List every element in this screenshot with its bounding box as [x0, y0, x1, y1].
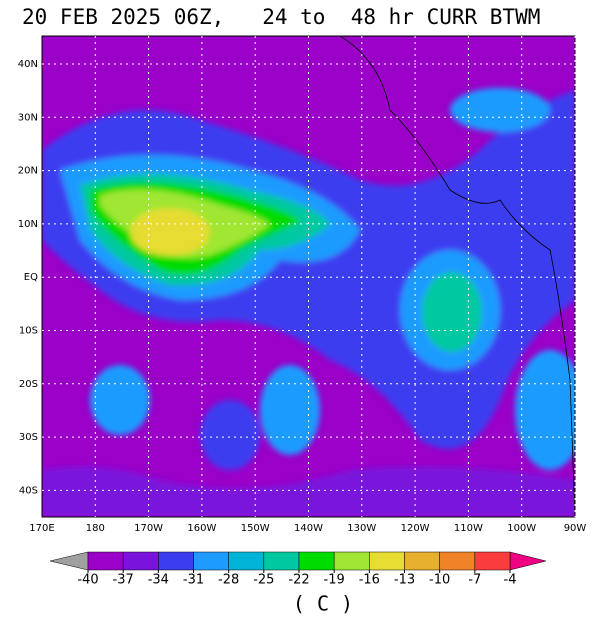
- colorbar-label: -25: [253, 573, 274, 588]
- colorbar-box: [404, 551, 440, 571]
- lat-label: 40N: [18, 59, 38, 70]
- lon-label: 180: [86, 523, 105, 534]
- lon-label: 100W: [507, 523, 536, 534]
- colorbar-label: -22: [288, 573, 309, 588]
- lon-label: 170W: [134, 523, 163, 534]
- colorbar-box: [474, 551, 511, 571]
- lat-label: 10S: [19, 326, 38, 337]
- lon-label: 130W: [347, 523, 376, 534]
- lon-label: 140W: [294, 523, 323, 534]
- colorbar-label: -10: [429, 573, 450, 588]
- colorbar-over: [509, 551, 547, 571]
- colorbar-label: -19: [324, 573, 345, 588]
- lon-label: 90W: [564, 523, 587, 534]
- colorbar-box: [439, 551, 476, 571]
- colorbar-label: -40: [77, 573, 98, 588]
- lat-label: 40S: [19, 485, 38, 496]
- colorbar-label: -28: [218, 573, 239, 588]
- colorbar-box: [193, 551, 229, 571]
- colorbar-under: [49, 551, 89, 571]
- colorbar-box: [228, 551, 265, 571]
- colorbar-label: -13: [394, 573, 415, 588]
- colorbar-box: [158, 551, 194, 571]
- colorbar-label: -34: [148, 573, 169, 588]
- colorbar-box: [369, 551, 405, 571]
- colorbar-box: [263, 551, 300, 571]
- field: [42, 36, 575, 517]
- colorbar-box: [122, 551, 159, 571]
- colorbar-box: [333, 551, 370, 571]
- colorbar-label: -7: [468, 573, 481, 588]
- lon-label: 170E: [29, 523, 54, 534]
- lon-label: 120W: [401, 523, 430, 534]
- lon-label: 110W: [454, 523, 483, 534]
- colorbar-label: -31: [183, 573, 204, 588]
- colorbar-box: [298, 551, 335, 571]
- lat-label: 20S: [19, 379, 38, 390]
- colorbar-label: -4: [504, 573, 517, 588]
- lat-label: 30N: [18, 112, 38, 123]
- colorbar-label: -37: [113, 573, 134, 588]
- lon-label: 150W: [241, 523, 270, 534]
- unit-label: ( C ): [293, 592, 353, 616]
- lat-label: EQ: [24, 272, 38, 283]
- colorbar-label: -16: [359, 573, 380, 588]
- lat-label: 30S: [19, 432, 38, 443]
- lat-label: 10N: [18, 219, 38, 230]
- lat-label: 20N: [18, 166, 38, 177]
- colorbar-box: [87, 551, 124, 571]
- title: 20 FEB 2025 06Z, 24 to 48 hr CURR BTWM: [22, 5, 540, 29]
- lon-label: 160W: [187, 523, 216, 534]
